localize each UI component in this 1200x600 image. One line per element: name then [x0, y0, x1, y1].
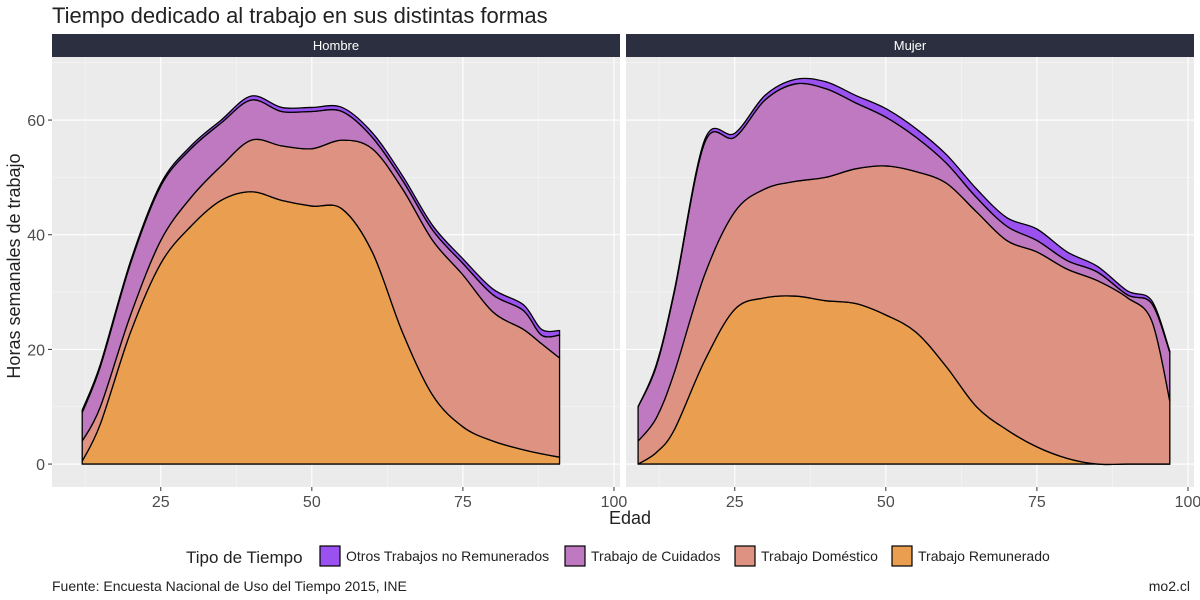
legend-label: Otros Trabajos no Remunerados — [346, 548, 549, 564]
facet-strip — [52, 34, 620, 57]
x-tick-label: 50 — [303, 494, 321, 511]
x-tick-label: 100 — [601, 494, 628, 511]
facet-strip — [626, 34, 1194, 57]
area-otros-trabajos-no-remunerados — [637, 77, 1171, 408]
legend: Tipo de Tiempo Otros Trabajos no Remuner… — [186, 545, 1050, 567]
x-tick-label: 75 — [454, 494, 472, 511]
source-caption: Fuente: Encuesta Nacional de Uso del Tie… — [52, 578, 407, 594]
facet-label: Hombre — [313, 38, 359, 53]
legend-label: Trabajo Doméstico — [761, 548, 878, 564]
facet-label: Mujer — [894, 38, 927, 53]
y-tick-label: 20 — [27, 342, 45, 359]
area-otros-trabajos-no-remunerados — [81, 95, 561, 414]
x-tick-label: 25 — [726, 494, 744, 511]
legend-label: Trabajo Remunerado — [918, 548, 1050, 564]
legend-key — [891, 545, 913, 567]
credit-caption: mo2.cl — [1149, 578, 1190, 594]
x-tick-label: 100 — [1175, 494, 1200, 511]
chart-title: Tiempo dedicado al trabajo en sus distin… — [52, 3, 548, 28]
legend-key — [564, 545, 586, 567]
legend-item-trabajo-remunerado: Trabajo Remunerado — [891, 545, 1050, 567]
legend-item-trabajo-de-cuidados: Trabajo de Cuidados — [564, 545, 720, 567]
x-tick-label: 50 — [877, 494, 895, 511]
panel-mujer: Mujer 25 50 75 100 — [626, 34, 1200, 511]
legend-key — [734, 545, 756, 567]
panels: Hombre 25 50 75 100 0 20 40 60 Mujer 25 50 75 100 — [27, 34, 1200, 511]
panel-hombre: Hombre 25 50 75 100 0 20 40 60 — [27, 34, 627, 511]
x-tick-label: 75 — [1028, 494, 1046, 511]
y-tick-label: 0 — [36, 457, 45, 474]
legend-label: Trabajo de Cuidados — [591, 548, 720, 564]
legend-key — [319, 545, 341, 567]
legend-item-trabajo-domestico: Trabajo Doméstico — [734, 545, 878, 567]
x-axis-title: Edad — [609, 508, 651, 528]
y-tick-label: 60 — [27, 113, 45, 130]
legend-item-otros-trabajos-no-remunerados: Otros Trabajos no Remunerados — [319, 545, 549, 567]
legend-title: Tipo de Tiempo — [186, 548, 303, 567]
y-tick-label: 40 — [27, 228, 45, 245]
y-axis-title: Horas semanales de trabajo — [4, 153, 24, 378]
x-tick-label: 25 — [152, 494, 170, 511]
